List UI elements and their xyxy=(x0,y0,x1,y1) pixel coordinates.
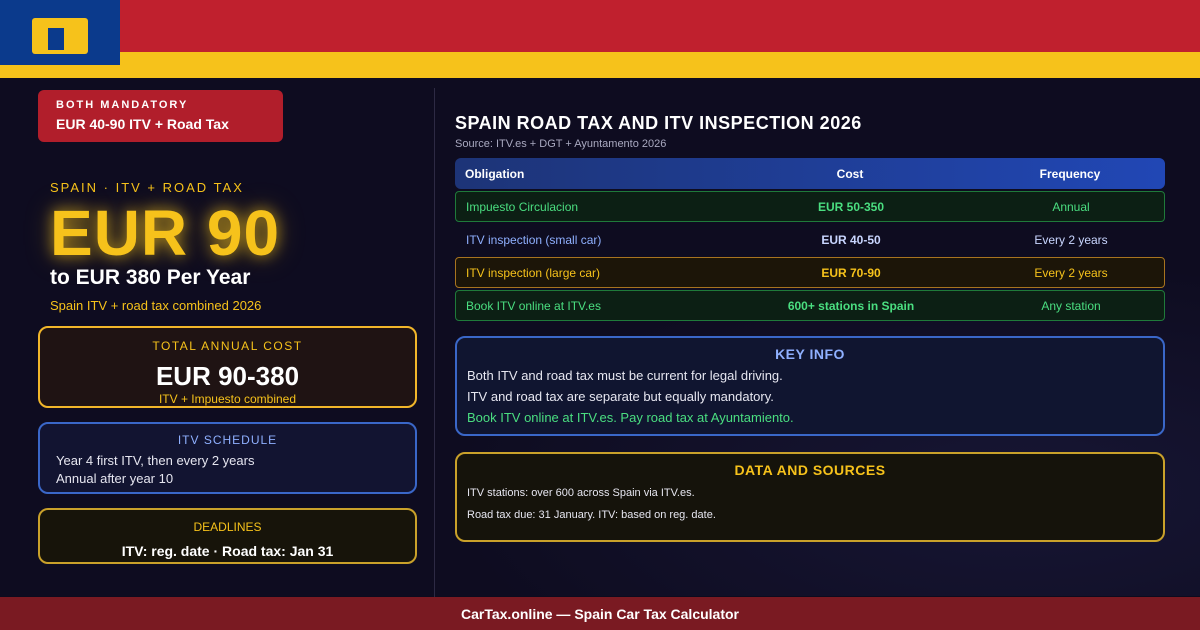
row-obligation: Impuesto Circulacion xyxy=(466,199,579,214)
row-cost: EUR 50-350 xyxy=(817,199,885,214)
badge-top-text: BOTH MANDATORY xyxy=(56,99,189,111)
data-sources-box: DATA AND SOURCES ITV stations: over 600 … xyxy=(455,452,1165,542)
total-cost-card: TOTAL ANNUAL COST EUR 90-380 ITV + Impue… xyxy=(38,326,417,408)
column-divider xyxy=(434,88,435,598)
data-sources-line: Road tax due: 31 January. ITV: based on … xyxy=(467,509,716,521)
key-info-box: KEY INFO Both ITV and road tax must be c… xyxy=(455,336,1165,436)
footer-bar: CarTax.online — Spain Car Tax Calculator xyxy=(0,597,1200,630)
hero-amount: EUR 90 xyxy=(50,197,281,269)
row-cost: EUR 70-90 xyxy=(821,265,881,280)
row-frequency: Every 2 years xyxy=(1034,232,1108,247)
banner-yellow-stripe xyxy=(0,52,1200,78)
deadlines-card: DEADLINES ITV: reg. date · Road tax: Jan… xyxy=(38,508,417,564)
key-info-title: KEY INFO xyxy=(775,346,845,362)
table-header: Obligation Cost Frequency xyxy=(455,158,1165,189)
row-obligation: ITV inspection (small car) xyxy=(466,232,602,247)
top-banner xyxy=(0,0,1200,78)
total-cost-label: TOTAL ANNUAL COST xyxy=(152,339,303,353)
table-title: SPAIN ROAD TAX AND ITV INSPECTION 2026 xyxy=(455,113,862,133)
row-obligation: Book ITV online at ITV.es xyxy=(466,298,601,313)
table-row: Impuesto Circulacion EUR 50-350 Annual xyxy=(455,191,1165,222)
itv-schedule-line: Year 4 first ITV, then every 2 years xyxy=(56,453,255,468)
table-row: ITV inspection (small car) EUR 40-50 Eve… xyxy=(455,224,1165,255)
deadlines-label: DEADLINES xyxy=(193,520,262,534)
key-info-line: Book ITV online at ITV.es. Pay road tax … xyxy=(467,410,794,425)
row-frequency: Annual xyxy=(1052,199,1090,214)
mandatory-badge: BOTH MANDATORY EUR 40-90 ITV + Road Tax xyxy=(38,90,283,142)
row-frequency: Any station xyxy=(1041,298,1101,313)
spain-flag-logo-icon xyxy=(0,0,120,65)
header-obligation: Obligation xyxy=(465,166,525,181)
table-source: Source: ITV.es + DGT + Ayuntamento 2026 xyxy=(455,138,667,150)
data-sources-title: DATA AND SOURCES xyxy=(734,462,886,478)
header-frequency: Frequency xyxy=(1039,166,1101,181)
banner-red-stripe xyxy=(0,0,1200,52)
table-row: Book ITV online at ITV.es 600+ stations … xyxy=(455,290,1165,321)
footer-text: CarTax.online — Spain Car Tax Calculator xyxy=(461,605,739,622)
header-cost: Cost xyxy=(836,166,864,181)
row-cost: 600+ stations in Spain xyxy=(787,298,915,313)
badge-main-text: EUR 40-90 ITV + Road Tax xyxy=(56,116,229,132)
hero-kicker: SPAIN · ITV + ROAD TAX xyxy=(50,180,244,195)
row-frequency: Every 2 years xyxy=(1034,265,1108,280)
total-cost-note: ITV + Impuesto combined xyxy=(158,392,297,406)
row-obligation: ITV inspection (large car) xyxy=(466,265,601,280)
deadlines-value: ITV: reg. date · Road tax: Jan 31 xyxy=(121,543,334,559)
hero-subtitle: to EUR 380 Per Year xyxy=(50,266,251,289)
itv-schedule-label: ITV SCHEDULE xyxy=(177,433,278,447)
itv-schedule-line: Annual after year 10 xyxy=(56,471,174,486)
key-info-line: ITV and road tax are separate but equall… xyxy=(467,389,774,404)
key-info-line: Both ITV and road tax must be current fo… xyxy=(467,368,783,383)
row-cost: EUR 40-50 xyxy=(821,232,881,247)
total-cost-value: EUR 90-380 xyxy=(155,361,300,391)
table-row: ITV inspection (large car) EUR 70-90 Eve… xyxy=(455,257,1165,288)
data-sources-line: ITV stations: over 600 across Spain via … xyxy=(467,487,695,499)
itv-schedule-card: ITV SCHEDULE Year 4 first ITV, then ever… xyxy=(38,422,417,494)
tax-table: Obligation Cost Frequency Impuesto Circu… xyxy=(455,158,1165,321)
hero-note: Spain ITV + road tax combined 2026 xyxy=(50,298,262,313)
